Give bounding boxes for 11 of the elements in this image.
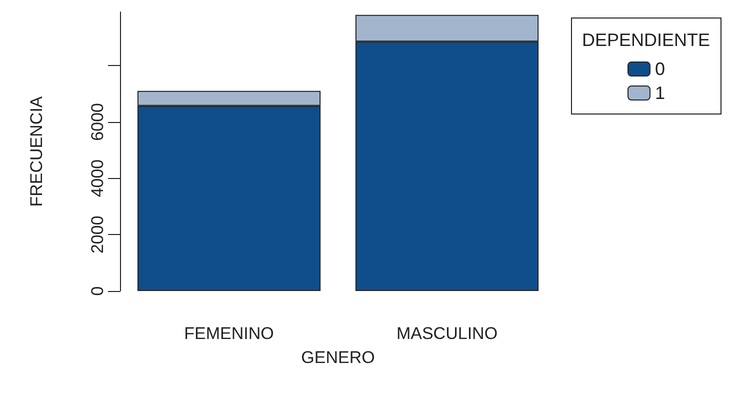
- x-axis-title: GENERO: [301, 348, 375, 367]
- legend-label: 1: [654, 83, 666, 103]
- y-tick-label: 6000: [88, 102, 107, 141]
- x-tick-label: MASCULINO: [396, 324, 498, 343]
- legend-title: DEPENDIENTE: [582, 30, 710, 50]
- legend-label: 0: [654, 59, 666, 79]
- y-tick-label: 4000: [88, 159, 107, 198]
- x-tick-label: FEMENINO: [184, 324, 274, 343]
- y-tick-label: 0: [88, 286, 107, 296]
- y-tick-label: 2000: [88, 216, 107, 254]
- y-axis-title: FRECUENCIA: [27, 96, 46, 207]
